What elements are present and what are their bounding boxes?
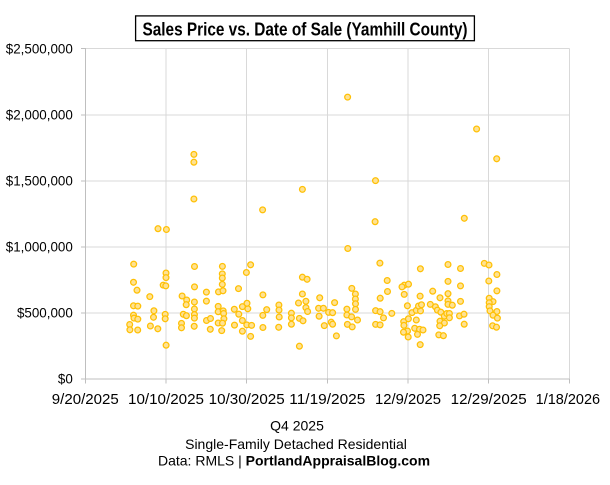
- svg-text:$0: $0: [58, 372, 73, 387]
- svg-text:12/9/2025: 12/9/2025: [375, 392, 441, 408]
- svg-text:$500,000: $500,000: [17, 306, 73, 321]
- svg-text:Single-Family Detached Residen: Single-Family Detached Residential: [185, 436, 407, 452]
- svg-text:Q4 2025: Q4 2025: [270, 418, 324, 434]
- svg-text:1/18/2026: 1/18/2026: [536, 392, 600, 408]
- svg-text:Data: RMLS | PortlandAppraisal: Data: RMLS | PortlandAppraisalBlog.com: [158, 452, 430, 468]
- svg-text:$1,000,000: $1,000,000: [6, 240, 73, 255]
- svg-text:11/19/2025: 11/19/2025: [289, 392, 365, 408]
- svg-text:12/29/2025: 12/29/2025: [451, 392, 527, 408]
- svg-text:$1,500,000: $1,500,000: [6, 173, 73, 188]
- svg-text:9/20/2025: 9/20/2025: [52, 392, 119, 408]
- svg-text:10/10/2025: 10/10/2025: [128, 392, 204, 408]
- svg-text:Sales Price vs. Date of Sale (: Sales Price vs. Date of Sale (Yamhill Co…: [143, 18, 468, 39]
- svg-text:$2,000,000: $2,000,000: [6, 107, 73, 122]
- svg-text:10/30/2025: 10/30/2025: [209, 392, 285, 408]
- svg-text:$2,500,000: $2,500,000: [6, 41, 73, 56]
